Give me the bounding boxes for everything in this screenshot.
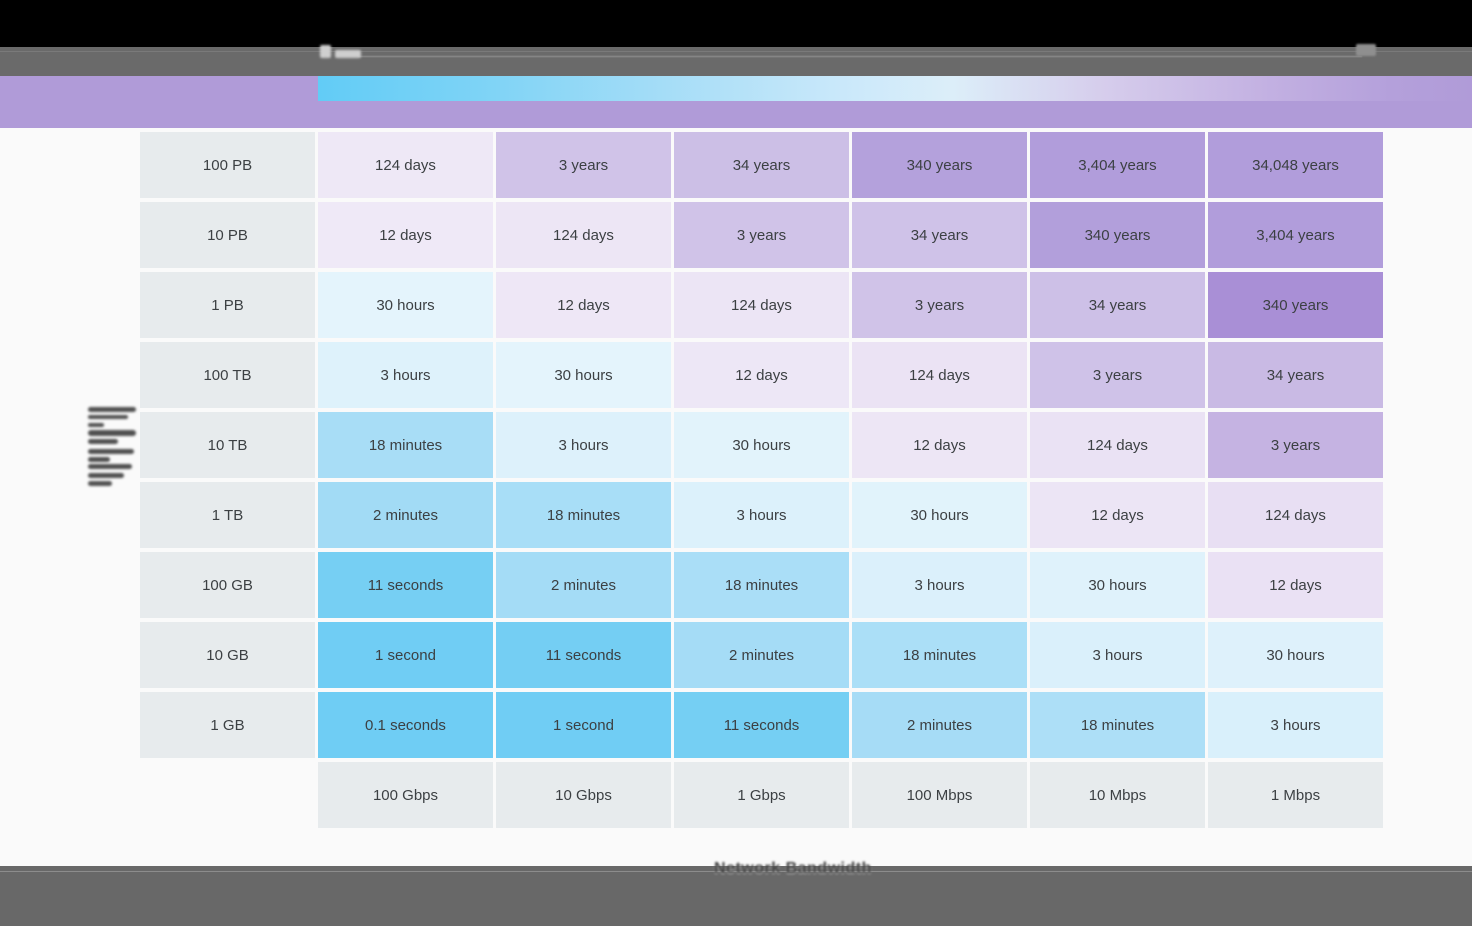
heatmap-cell: 3 hours: [1208, 692, 1383, 758]
heatmap-cell: 34 years: [1030, 272, 1205, 338]
row-label: 100 GB: [140, 552, 315, 618]
heatmap-cell: 124 days: [852, 342, 1027, 408]
heatmap-cell: 3 hours: [496, 412, 671, 478]
column-header: 10 Gbps: [496, 762, 671, 828]
heatmap-table: 100 PB 124 days 3 years 34 years 340 years 3,…: [140, 132, 1383, 828]
y-axis-label-redacted-bar: [88, 464, 132, 469]
heatmap-cell: 3 years: [852, 272, 1027, 338]
y-axis-label-redacted-bar: [88, 449, 134, 454]
heatmap-cell: 3,404 years: [1208, 202, 1383, 268]
heatmap-cell: 18 minutes: [674, 552, 849, 618]
heatmap-cell: 124 days: [674, 272, 849, 338]
heatmap-cell: 3 years: [496, 132, 671, 198]
toolbar-button[interactable]: [1356, 44, 1376, 56]
y-axis-label-redacted-bar: [88, 423, 104, 427]
heatmap-cell: 12 days: [852, 412, 1027, 478]
row-label: 10 GB: [140, 622, 315, 688]
header-band: [0, 76, 1472, 128]
heatmap-cell: 3 years: [1030, 342, 1205, 408]
heatmap-cell: 1 second: [496, 692, 671, 758]
heatmap-cell: 12 days: [496, 272, 671, 338]
heatmap-cell: 1 second: [318, 622, 493, 688]
toolbar-title-redacted-text: [335, 50, 361, 58]
heatmap-cell: 30 hours: [1208, 622, 1383, 688]
heatmap-cell: 34 years: [1208, 342, 1383, 408]
heatmap-cell: 30 hours: [852, 482, 1027, 548]
heatmap-cell: 2 minutes: [852, 692, 1027, 758]
heatmap-cell: 2 minutes: [318, 482, 493, 548]
heatmap-cell: 30 hours: [318, 272, 493, 338]
y-axis-label-redacted-bar: [88, 415, 128, 419]
heatmap-cell: 11 seconds: [318, 552, 493, 618]
heatmap-cell: 124 days: [496, 202, 671, 268]
heatmap-cell: 124 days: [318, 132, 493, 198]
y-axis-label-redacted-bar: [88, 407, 136, 412]
heatmap-cell: 124 days: [1208, 482, 1383, 548]
heatmap-cell: 2 minutes: [496, 552, 671, 618]
heatmap-cell: 18 minutes: [852, 622, 1027, 688]
y-axis-label-redacted-bar: [88, 473, 124, 478]
heatmap-cell: 34 years: [852, 202, 1027, 268]
heatmap-cell: 124 days: [1030, 412, 1205, 478]
y-axis-label-redacted-bar: [88, 481, 112, 486]
browser-toolbar: [0, 44, 1472, 76]
column-header: 1 Mbps: [1208, 762, 1383, 828]
column-header: 1 Gbps: [674, 762, 849, 828]
y-axis-label-redacted-bar: [88, 457, 110, 462]
window-titlebar: [0, 0, 1472, 47]
heatmap-cell: 30 hours: [496, 342, 671, 408]
heatmap-cell: 340 years: [1208, 272, 1383, 338]
column-header: 100 Gbps: [318, 762, 493, 828]
toolbar-title-redacted-icon: [320, 45, 331, 58]
heatmap-cell: 3,404 years: [1030, 132, 1205, 198]
heatmap-cell: 18 minutes: [496, 482, 671, 548]
toolbar-rule-line: [358, 56, 1362, 57]
footer-divider-line: [0, 871, 1472, 872]
column-header: 10 Mbps: [1030, 762, 1205, 828]
toolbar-divider-line: [0, 51, 1472, 52]
color-scale-gradient: [318, 76, 1472, 101]
heatmap-cell: 12 days: [1208, 552, 1383, 618]
row-label: 100 PB: [140, 132, 315, 198]
heatmap-cell: 34,048 years: [1208, 132, 1383, 198]
heatmap-cell: 11 seconds: [674, 692, 849, 758]
row-label: 1 GB: [140, 692, 315, 758]
heatmap-cell: 18 minutes: [1030, 692, 1205, 758]
row-label: 100 TB: [140, 342, 315, 408]
heatmap-cell: 0.1 seconds: [318, 692, 493, 758]
x-axis-label: Network Bandwidth: [714, 860, 872, 877]
row-label: 1 TB: [140, 482, 315, 548]
corner-spacer: [140, 762, 315, 828]
heatmap-cell: 3 years: [1208, 412, 1383, 478]
y-axis-label-redacted-bar: [88, 430, 136, 436]
heatmap-cell: 340 years: [1030, 202, 1205, 268]
heatmap-cell: 3 years: [674, 202, 849, 268]
heatmap-cell: 12 days: [1030, 482, 1205, 548]
heatmap-cell: 2 minutes: [674, 622, 849, 688]
y-axis-label-redacted-bar: [88, 439, 118, 444]
heatmap-cell: 3 hours: [318, 342, 493, 408]
row-label: 10 TB: [140, 412, 315, 478]
heatmap-cell: 3 hours: [852, 552, 1027, 618]
heatmap-cell: 11 seconds: [496, 622, 671, 688]
heatmap-cell: 340 years: [852, 132, 1027, 198]
footer-bar: Network Bandwidth: [0, 860, 1472, 926]
heatmap-cell: 30 hours: [1030, 552, 1205, 618]
heatmap-cell: 3 hours: [674, 482, 849, 548]
heatmap-cell: 12 days: [674, 342, 849, 408]
y-axis-label: [88, 407, 138, 489]
heatmap-cell: 18 minutes: [318, 412, 493, 478]
heatmap-cell: 34 years: [674, 132, 849, 198]
column-header: 100 Mbps: [852, 762, 1027, 828]
heatmap-cell: 12 days: [318, 202, 493, 268]
row-label: 10 PB: [140, 202, 315, 268]
row-label: 1 PB: [140, 272, 315, 338]
heatmap-cell: 30 hours: [674, 412, 849, 478]
heatmap-cell: 3 hours: [1030, 622, 1205, 688]
